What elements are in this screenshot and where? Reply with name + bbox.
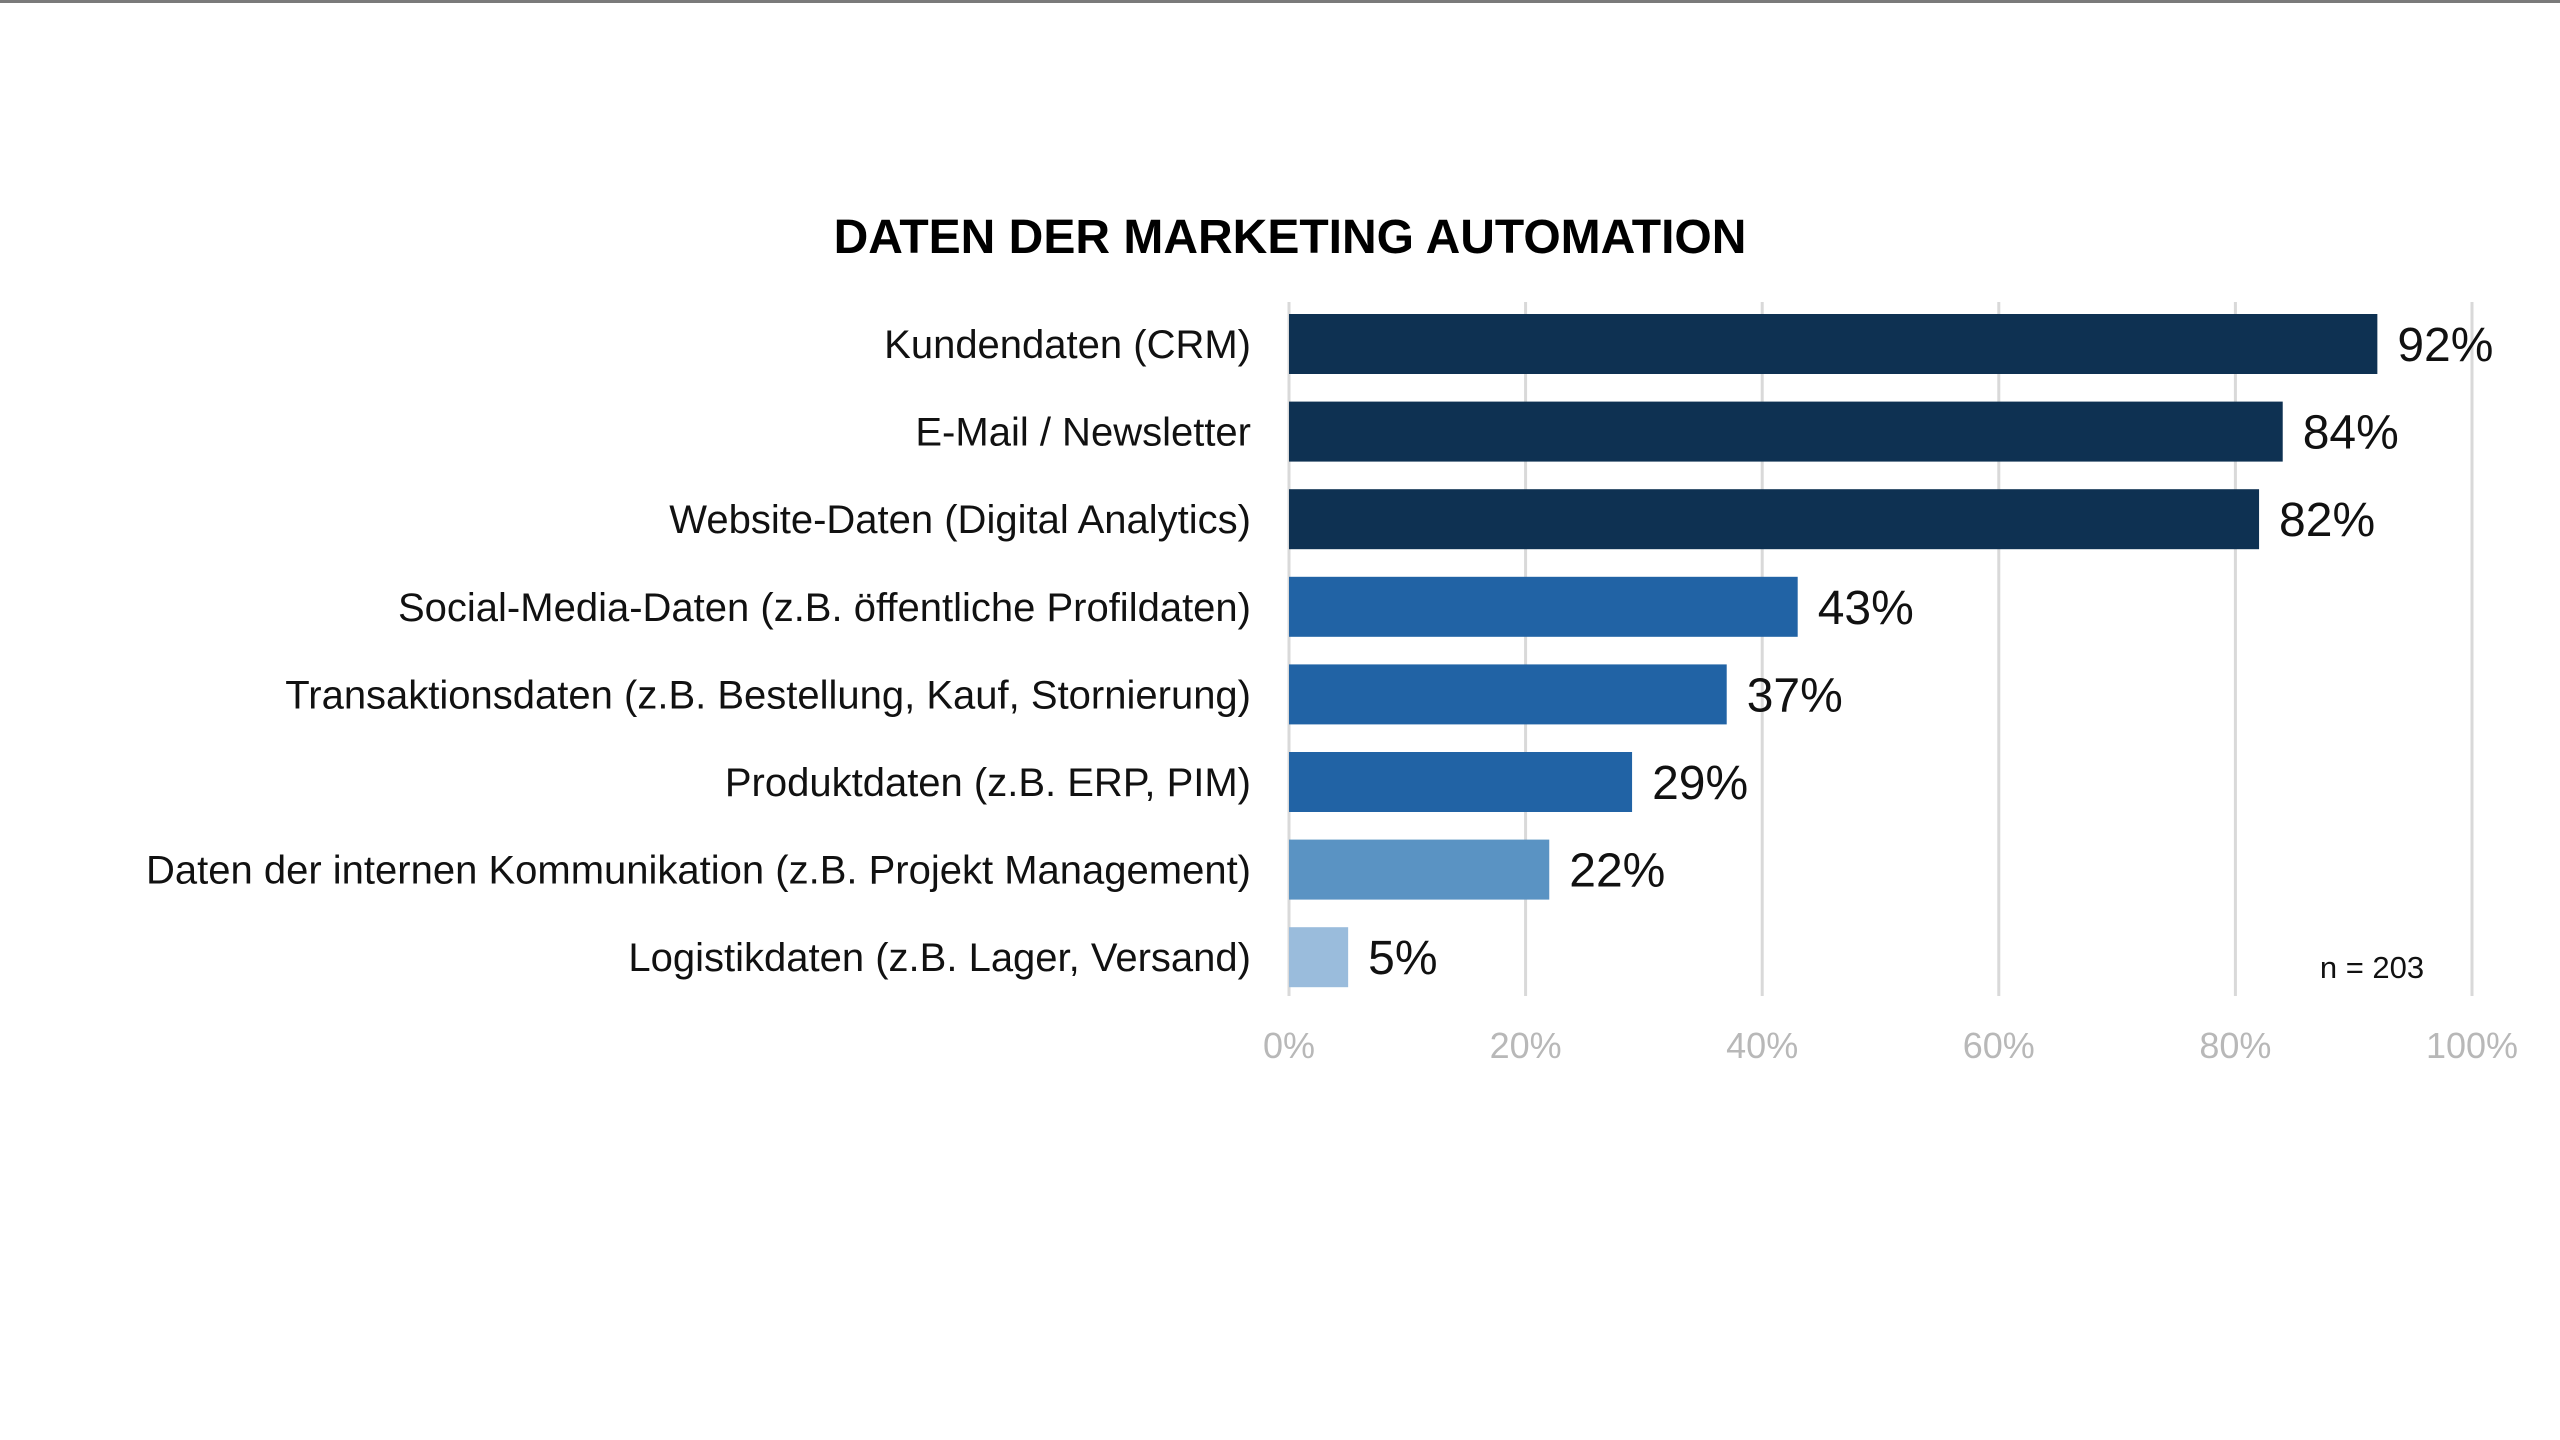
bars: Kundendaten (CRM) 92% E-Mail / Newsletter 8… xyxy=(146,314,2493,988)
value-label: 82% xyxy=(2279,494,2375,547)
category-label: Produktdaten (z.B. ERP, PIM) xyxy=(725,761,1251,805)
category-label: E-Mail / Newsletter xyxy=(915,411,1251,455)
x-tick-label: 40% xyxy=(1726,1025,1798,1066)
bar xyxy=(1289,752,1633,812)
category-label: Logistikdaten (z.B. Lager, Versand) xyxy=(628,936,1251,980)
value-label: 43% xyxy=(1818,582,1914,635)
x-tick-label: 0% xyxy=(1263,1025,1315,1066)
value-label: 29% xyxy=(1652,757,1748,810)
category-label: Daten der internen Kommunikation (z.B. P… xyxy=(146,849,1251,893)
bar xyxy=(1289,489,2260,550)
category-label: Social-Media-Daten (z.B. öffentliche Pro… xyxy=(398,586,1251,630)
x-tick-label: 20% xyxy=(1490,1025,1562,1066)
category-label: Transaktionsdaten (z.B. Bestellung, Kauf… xyxy=(285,673,1251,717)
chart-title: DATEN DER MARKETING AUTOMATION xyxy=(834,211,1747,264)
bar xyxy=(1289,839,1550,900)
bar xyxy=(1289,314,2378,374)
value-label: 37% xyxy=(1747,669,1843,722)
bar xyxy=(1289,401,2283,462)
x-tick-label: 60% xyxy=(1963,1025,2035,1066)
value-label: 92% xyxy=(2397,319,2493,372)
top-border xyxy=(0,0,2560,3)
sample-size-note: n = 203 xyxy=(2320,950,2424,985)
value-label: 84% xyxy=(2303,407,2399,460)
x-tick-label: 80% xyxy=(2199,1025,2271,1066)
value-label: 5% xyxy=(1368,932,1437,985)
value-label: 22% xyxy=(1569,845,1665,898)
category-label: Website-Daten (Digital Analytics) xyxy=(669,498,1251,542)
x-tick-label: 100% xyxy=(2426,1025,2518,1066)
bar xyxy=(1289,664,1727,725)
category-label: Kundendaten (CRM) xyxy=(884,323,1251,367)
bar xyxy=(1289,927,1349,988)
bar xyxy=(1289,576,1798,637)
